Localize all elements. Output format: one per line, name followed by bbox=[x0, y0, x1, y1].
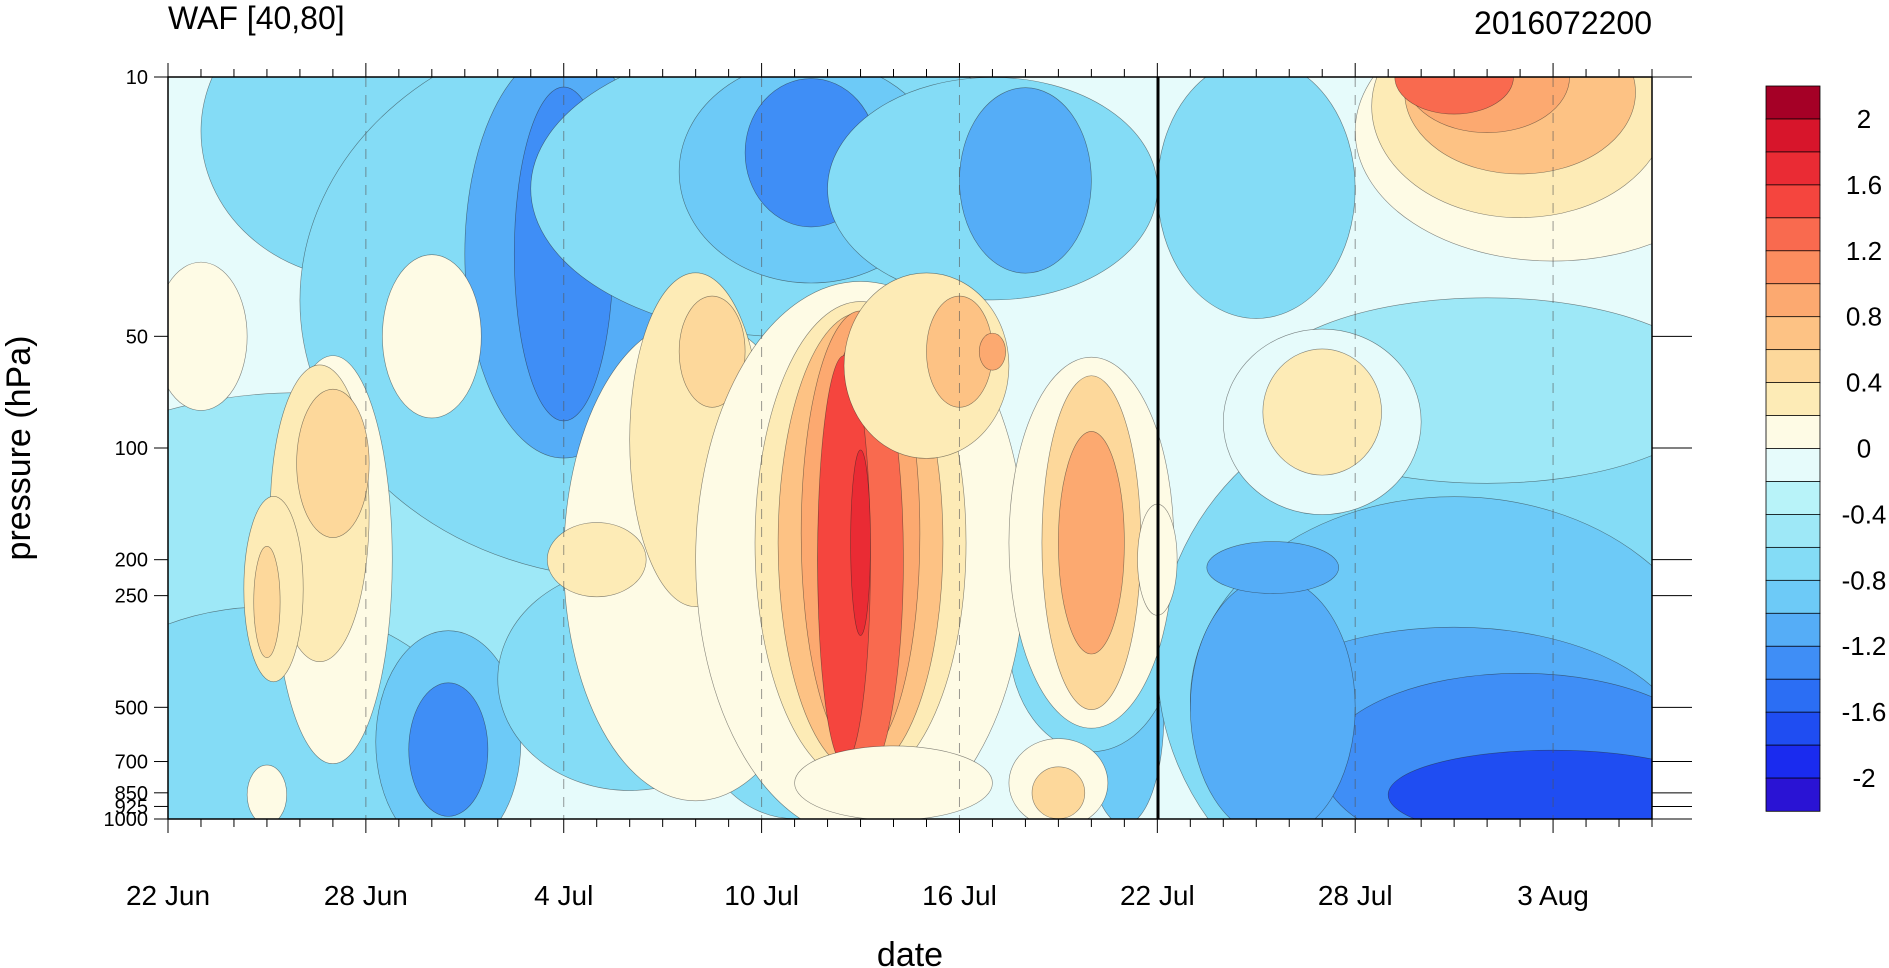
field-cell bbox=[1206, 541, 1340, 594]
colorbar: 2 1.6 1.2 0.8 0.4 0 -0.4 -0.8 -1.2 -1.6 -2 bbox=[1765, 85, 1887, 812]
colorbar-label: 0 bbox=[1857, 434, 1871, 464]
y-tick-label: 700 bbox=[115, 752, 148, 774]
colorbar-label: -1.6 bbox=[1842, 697, 1887, 727]
field-cells bbox=[168, 77, 1652, 819]
y-tick-label: 10 bbox=[126, 67, 148, 89]
field-cell bbox=[1262, 348, 1382, 476]
colorbar-swatch bbox=[1765, 349, 1821, 384]
colorbar-swatch bbox=[1765, 283, 1821, 318]
y-tick-label: 250 bbox=[115, 586, 148, 608]
x-axis: 22 Jun 28 Jun 4 Jul 10 Jul 16 Jul 22 Jul 28 Ju… bbox=[126, 63, 1653, 911]
field-cell bbox=[678, 295, 746, 408]
colorbar-swatch bbox=[1765, 250, 1821, 285]
field-cell bbox=[850, 449, 871, 636]
colorbar-label: -1.2 bbox=[1842, 631, 1887, 661]
colorbar-label: -0.4 bbox=[1842, 499, 1887, 529]
y-tick-label: 500 bbox=[115, 697, 148, 719]
colorbar-swatch bbox=[1765, 711, 1821, 746]
x-tick-label: 4 Jul bbox=[534, 880, 593, 911]
x-tick-label: 28 Jul bbox=[1318, 880, 1393, 911]
colorbar-swatch bbox=[1765, 744, 1821, 779]
field-cell bbox=[959, 87, 1092, 274]
x-tick-label: 28 Jun bbox=[324, 880, 408, 911]
colorbar-label: -2 bbox=[1852, 763, 1875, 793]
y-axis-label: pressure (hPa) bbox=[0, 336, 38, 561]
field-cell bbox=[1031, 766, 1086, 819]
colorbar-swatch bbox=[1765, 118, 1821, 153]
x-tick-label: 3 Aug bbox=[1517, 880, 1589, 911]
colorbar-label: -0.8 bbox=[1842, 565, 1887, 595]
x-tick-label: 10 Jul bbox=[724, 880, 799, 911]
colorbar-swatch bbox=[1765, 481, 1821, 516]
colorbar-swatch bbox=[1765, 217, 1821, 252]
colorbar-swatch bbox=[1765, 645, 1821, 680]
colorbar-label: 0.8 bbox=[1846, 302, 1882, 332]
field-cell bbox=[794, 745, 993, 819]
field-cell bbox=[382, 254, 482, 419]
field-cell bbox=[253, 546, 281, 658]
y-tick-label: 1000 bbox=[104, 809, 149, 831]
field-cell bbox=[546, 522, 647, 598]
field-cell bbox=[296, 388, 370, 538]
y-tick-label: 850 bbox=[115, 783, 148, 805]
y-tick-label: 925 bbox=[115, 796, 148, 818]
y-tick-label: 200 bbox=[115, 550, 148, 572]
colorbar-label: 1.2 bbox=[1846, 236, 1882, 266]
date-guides bbox=[365, 77, 1554, 819]
colorbar-swatch bbox=[1765, 151, 1821, 186]
x-tick-label: 16 Jul bbox=[922, 880, 997, 911]
field-cell bbox=[246, 764, 288, 819]
colorbar-swatch bbox=[1765, 546, 1821, 582]
chart-title: WAF [40,80] bbox=[168, 0, 345, 36]
x-axis-label: date bbox=[877, 936, 943, 968]
field-cell bbox=[1394, 77, 1514, 115]
x-tick-label: 22 Jun bbox=[126, 880, 210, 911]
colorbar-swatch bbox=[1765, 382, 1821, 417]
chart-date-stamp: 2016072200 bbox=[1474, 5, 1652, 41]
colorbar-swatch bbox=[1765, 678, 1821, 713]
field-cell bbox=[978, 332, 1006, 371]
colorbar-swatch bbox=[1765, 579, 1821, 614]
y-tick-label: 50 bbox=[126, 326, 148, 348]
field-cell bbox=[1157, 77, 1356, 319]
field-cell bbox=[1190, 577, 1356, 819]
field-cell bbox=[1058, 431, 1125, 655]
colorbar-swatch bbox=[1765, 777, 1821, 812]
colorbar-swatch bbox=[1765, 184, 1821, 219]
colorbar-label: 0.4 bbox=[1846, 368, 1882, 398]
colorbar-label: 1.6 bbox=[1846, 170, 1882, 200]
colorbar-swatch bbox=[1765, 612, 1821, 647]
colorbar-label: 2 bbox=[1857, 104, 1871, 134]
x-tick-label: 22 Jul bbox=[1120, 880, 1195, 911]
colorbar-swatch bbox=[1765, 85, 1821, 120]
field-cell bbox=[168, 261, 248, 411]
y-tick-label: 100 bbox=[115, 438, 148, 460]
colorbar-swatch bbox=[1765, 316, 1821, 351]
colorbar-swatch bbox=[1765, 448, 1821, 483]
field-cell bbox=[408, 682, 489, 817]
colorbar-swatch bbox=[1765, 415, 1821, 450]
colorbar-swatch bbox=[1765, 514, 1821, 549]
heatmap-field bbox=[168, 77, 1652, 819]
